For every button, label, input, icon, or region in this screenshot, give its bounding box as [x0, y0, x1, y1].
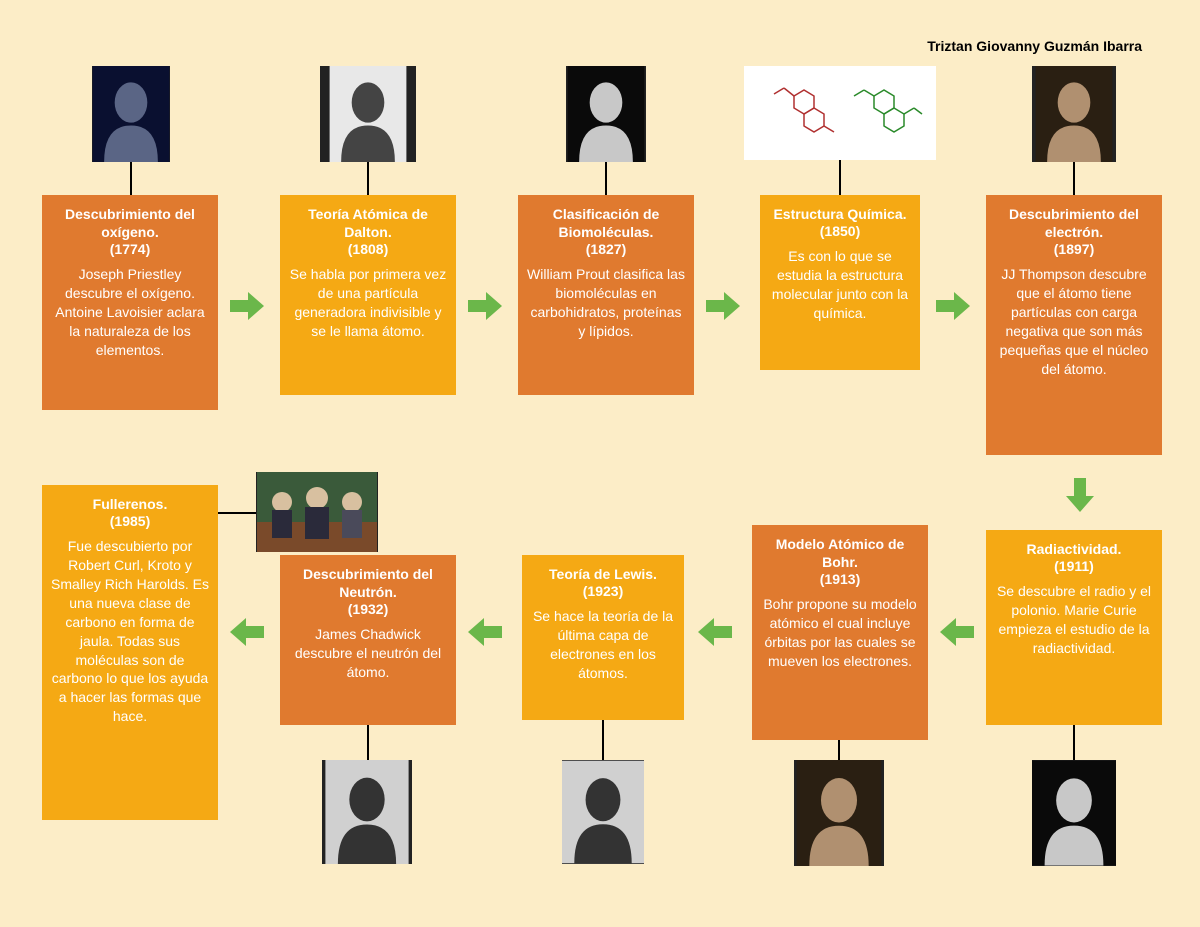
timeline-card-neutron: Descubrimiento del Neutrón.(1932) James C…	[280, 555, 456, 725]
timeline-card-fullerene: Fullerenos.(1985) Fue descubierto por Rob…	[42, 485, 218, 820]
card-description: Se hace la teoría de la última capa de e…	[530, 607, 676, 683]
card-year: (1923)	[530, 583, 676, 599]
card-title: Descubrimiento del electrón.	[994, 205, 1154, 241]
card-year: (1808)	[288, 241, 448, 257]
timeline-card-bohr: Modelo Atómico de Bohr.(1913) Bohr propon…	[752, 525, 928, 740]
portrait-p-oxygen	[92, 66, 170, 162]
portrait-p-electron	[1032, 66, 1116, 162]
portrait-p-bohr	[794, 760, 884, 866]
card-title: Teoría de Lewis.	[530, 565, 676, 583]
connector-line	[1073, 725, 1075, 760]
card-year: (1913)	[760, 571, 920, 587]
card-year: (1850)	[768, 223, 912, 239]
portrait-p-fuller	[256, 472, 378, 552]
flow-arrow-left	[466, 612, 506, 652]
card-year: (1911)	[994, 558, 1154, 574]
timeline-card-radio: Radiactividad.(1911) Se descubre el radio…	[986, 530, 1162, 725]
flow-arrow-right	[932, 286, 972, 326]
card-description: JJ Thompson descubre que el átomo tiene …	[994, 265, 1154, 378]
flow-arrow-left	[228, 612, 268, 652]
card-year: (1897)	[994, 241, 1154, 257]
connector-line	[605, 162, 607, 195]
flow-arrow-right	[702, 286, 742, 326]
card-year: (1827)	[526, 241, 686, 257]
connector-line	[602, 720, 604, 760]
portrait-p-curie	[1032, 760, 1116, 866]
portrait-p-lewis	[562, 760, 644, 864]
connector-line	[130, 162, 132, 195]
card-description: Se descubre el radio y el polonio. Marie…	[994, 582, 1154, 658]
connector-line	[218, 512, 256, 514]
card-year: (1774)	[50, 241, 210, 257]
molecule-structure-image	[744, 66, 936, 160]
connector-line	[367, 162, 369, 195]
portrait-p-dalton	[320, 66, 416, 162]
card-title: Radiactividad.	[994, 540, 1154, 558]
card-description: William Prout clasifica las biomoléculas…	[526, 265, 686, 341]
flow-arrow-down	[1060, 474, 1100, 514]
timeline-card-oxygen: Descubrimiento del oxígeno.(1774) Joseph …	[42, 195, 218, 410]
timeline-card-electron: Descubrimiento del electrón.(1897) JJ Tho…	[986, 195, 1162, 455]
card-description: Bohr propone su modelo atómico el cual i…	[760, 595, 920, 671]
timeline-card-biomol: Clasificación de Biomoléculas.(1827) Will…	[518, 195, 694, 395]
flow-arrow-right	[464, 286, 504, 326]
portrait-p-neutron	[322, 760, 412, 864]
timeline-card-lewis: Teoría de Lewis.(1923) Se hace la teoría …	[522, 555, 684, 720]
connector-line	[367, 725, 369, 760]
card-title: Modelo Atómico de Bohr.	[760, 535, 920, 571]
connector-line	[1073, 162, 1075, 195]
connector-line	[839, 160, 841, 195]
card-title: Descubrimiento del oxígeno.	[50, 205, 210, 241]
portrait-p-biomol	[566, 66, 646, 162]
timeline-card-struct: Estructura Química.(1850) Es con lo que s…	[760, 195, 920, 370]
flow-arrow-left	[696, 612, 736, 652]
card-title: Teoría Atómica de Dalton.	[288, 205, 448, 241]
card-title: Clasificación de Biomoléculas.	[526, 205, 686, 241]
card-description: Es con lo que se estudia la estructura m…	[768, 247, 912, 323]
flow-arrow-right	[226, 286, 266, 326]
connector-line	[838, 740, 840, 760]
card-year: (1985)	[50, 513, 210, 529]
card-title: Estructura Química.	[768, 205, 912, 223]
timeline-card-dalton: Teoría Atómica de Dalton.(1808) Se habla …	[280, 195, 456, 395]
card-description: Se habla por primera vez de una partícul…	[288, 265, 448, 341]
card-title: Descubrimiento del Neutrón.	[288, 565, 448, 601]
card-description: Fue descubierto por Robert Curl, Kroto y…	[50, 537, 210, 726]
card-year: (1932)	[288, 601, 448, 617]
author-name: Triztan Giovanny Guzmán Ibarra	[927, 38, 1142, 54]
card-description: James Chadwick descubre el neutrón del á…	[288, 625, 448, 682]
card-description: Joseph Priestley descubre el oxígeno. An…	[50, 265, 210, 359]
flow-arrow-left	[938, 612, 978, 652]
card-title: Fullerenos.	[50, 495, 210, 513]
